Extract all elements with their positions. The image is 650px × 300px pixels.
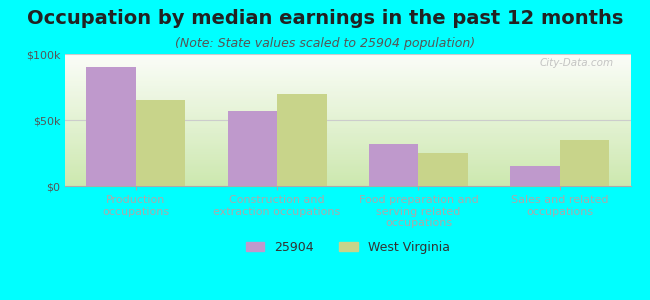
- Bar: [419, 153, 468, 186]
- Bar: [136, 100, 185, 186]
- Legend: 25904, West Virginia: 25904, West Virginia: [240, 236, 455, 259]
- Bar: [86, 67, 136, 186]
- Bar: [227, 111, 277, 186]
- Bar: [510, 166, 560, 186]
- Bar: [369, 144, 419, 186]
- Bar: [277, 94, 326, 186]
- Text: City-Data.com: City-Data.com: [540, 58, 614, 68]
- Text: Occupation by median earnings in the past 12 months: Occupation by median earnings in the pas…: [27, 9, 623, 28]
- Bar: [560, 140, 609, 186]
- Text: (Note: State values scaled to 25904 population): (Note: State values scaled to 25904 popu…: [175, 38, 475, 50]
